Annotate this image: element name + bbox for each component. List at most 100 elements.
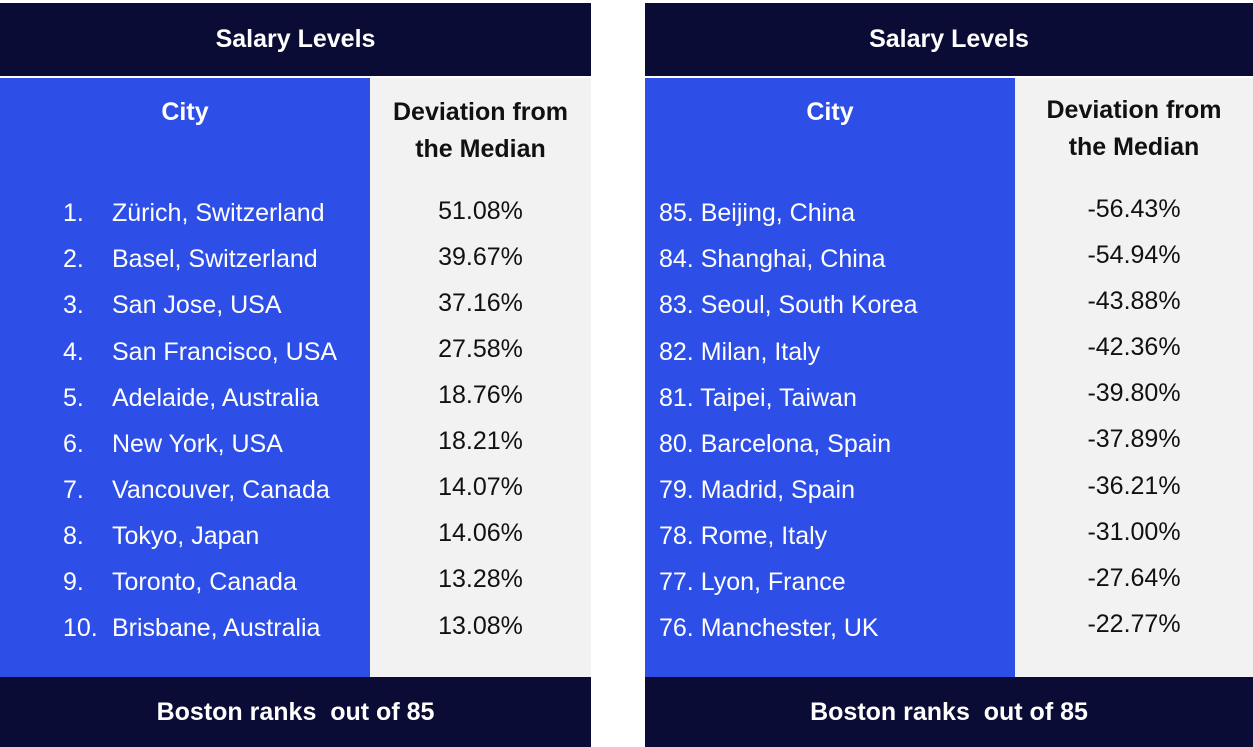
deviation-column-header: Deviation from the Median: [392, 98, 569, 163]
city-row: 79. Madrid, Spain: [645, 476, 1015, 522]
city-row: 10. Brisbane, Australia: [0, 614, 370, 660]
city-row: 80. Barcelona, Spain: [645, 430, 1015, 476]
rank: 79.: [659, 476, 694, 504]
city-name: 83. Seoul, South Korea: [659, 291, 918, 320]
city-name: 81. Taipei, Taiwan: [659, 384, 857, 413]
city-row: 82. Milan, Italy: [645, 338, 1015, 384]
city-text: Seoul, South Korea: [700, 291, 918, 319]
city-row: 7. Vancouver, Canada: [0, 476, 370, 522]
city-name: Zürich, Switzerland: [112, 199, 325, 227]
deviation-value: 13.08%: [438, 612, 523, 640]
deviation-value: 14.06%: [438, 519, 523, 547]
panel-title: Salary Levels: [0, 3, 591, 76]
city-name: Vancouver, Canada: [112, 476, 330, 504]
city-name: 82. Milan, Italy: [659, 338, 820, 367]
city-name: Brisbane, Australia: [112, 614, 321, 642]
deviation-value: -56.43%: [1087, 195, 1181, 223]
city-column: City 85. Beijing, China 84. Shanghai, Ch…: [645, 78, 1015, 677]
boston-rank-footer: Boston ranks out of 85: [0, 677, 591, 747]
city-text: Beijing, China: [700, 199, 855, 227]
rank: 82.: [659, 338, 694, 366]
city-text: Barcelona, Spain: [700, 430, 892, 458]
city-row: 9. Toronto, Canada: [0, 568, 370, 614]
city-row: 4. San Francisco, USA: [0, 338, 370, 384]
rank: 84.: [659, 245, 694, 273]
rank: 6.: [63, 430, 84, 458]
deviation-value: 14.07%: [438, 473, 523, 501]
deviation-value: 27.58%: [438, 335, 523, 363]
rank: 8.: [63, 522, 84, 550]
rank: 80.: [659, 430, 694, 458]
city-name: San Francisco, USA: [112, 338, 338, 366]
city-column-header: City: [806, 98, 854, 126]
deviation-value: -37.89%: [1087, 425, 1181, 453]
rank: 78.: [659, 522, 694, 550]
deviation-value: -54.94%: [1087, 241, 1181, 269]
deviation-value: -42.36%: [1087, 333, 1181, 361]
city-text: Manchester, UK: [700, 614, 879, 642]
deviation-value: -22.77%: [1087, 610, 1181, 638]
deviation-column: Deviation from the Median 51.08% 39.67% …: [370, 78, 591, 677]
rank: 9.: [63, 568, 84, 596]
city-row: 8. Tokyo, Japan: [0, 522, 370, 568]
city-name: 76. Manchester, UK: [659, 614, 879, 643]
city-row: 76. Manchester, UK: [645, 614, 1015, 660]
city-row: 2. Basel, Switzerland: [0, 245, 370, 291]
city-row: 5. Adelaide, Australia: [0, 384, 370, 430]
deviation-value: -43.88%: [1087, 287, 1181, 315]
rank: 83.: [659, 291, 694, 319]
rank: 1.: [63, 199, 84, 227]
city-column-header: City: [161, 98, 209, 126]
city-row: 81. Taipei, Taiwan: [645, 384, 1015, 430]
rank: 10.: [63, 614, 98, 642]
city-name: Basel, Switzerland: [112, 245, 318, 273]
city-row: 85. Beijing, China: [645, 199, 1015, 245]
rank: 4.: [63, 338, 84, 366]
city-row: 83. Seoul, South Korea: [645, 291, 1015, 337]
city-name: San Jose, USA: [112, 291, 282, 319]
rank: 5.: [63, 384, 84, 412]
city-column: City 1. Zürich, Switzerland 2. Basel, Swit…: [0, 78, 370, 677]
city-name: 77. Lyon, France: [659, 568, 846, 597]
city-text: Milan, Italy: [700, 338, 821, 366]
deviation-value: 37.16%: [438, 289, 523, 317]
rank: 85.: [659, 199, 694, 227]
rank: 76.: [659, 614, 694, 642]
city-name: Adelaide, Australia: [112, 384, 320, 412]
deviation-value: 39.67%: [438, 243, 523, 271]
deviation-value: -31.00%: [1087, 518, 1181, 546]
deviation-value: -39.80%: [1087, 379, 1181, 407]
deviation-value: 13.28%: [438, 565, 523, 593]
bottom-cities-panel: Salary Levels City 85. Beijing, China 84…: [645, 3, 1253, 747]
deviation-value: -36.21%: [1087, 472, 1181, 500]
city-text: Rome, Italy: [700, 522, 828, 550]
city-row: 84. Shanghai, China: [645, 245, 1015, 291]
city-row: 3. San Jose, USA: [0, 291, 370, 337]
top-cities-panel: Salary Levels City 1. Zürich, Switzerland…: [0, 3, 591, 747]
city-name: 80. Barcelona, Spain: [659, 430, 891, 459]
city-name: Toronto, Canada: [112, 568, 297, 596]
city-text: Madrid, Spain: [700, 476, 855, 504]
city-row: 1. Zürich, Switzerland: [0, 199, 370, 245]
city-name: 79. Madrid, Spain: [659, 476, 855, 505]
city-row: 78. Rome, Italy: [645, 522, 1015, 568]
city-name: 78. Rome, Italy: [659, 522, 827, 551]
city-row: 6. New York, USA: [0, 430, 370, 476]
deviation-value: 51.08%: [438, 197, 523, 225]
rank: 77.: [659, 568, 694, 596]
rank: 81.: [659, 384, 694, 412]
city-name: New York, USA: [112, 430, 283, 458]
city-text: Lyon, France: [700, 568, 846, 596]
deviation-value: 18.76%: [438, 381, 523, 409]
city-text: Taipei, Taiwan: [700, 384, 857, 412]
rank: 2.: [63, 245, 84, 273]
panel-title: Salary Levels: [645, 3, 1253, 76]
deviation-value: -27.64%: [1087, 564, 1181, 592]
city-name: 84. Shanghai, China: [659, 245, 886, 274]
boston-rank-footer: Boston ranks out of 85: [645, 677, 1253, 747]
city-name: 85. Beijing, China: [659, 199, 855, 228]
city-row: 77. Lyon, France: [645, 568, 1015, 614]
deviation-value: 18.21%: [438, 427, 523, 455]
rank: 3.: [63, 291, 84, 319]
rank: 7.: [63, 476, 84, 504]
